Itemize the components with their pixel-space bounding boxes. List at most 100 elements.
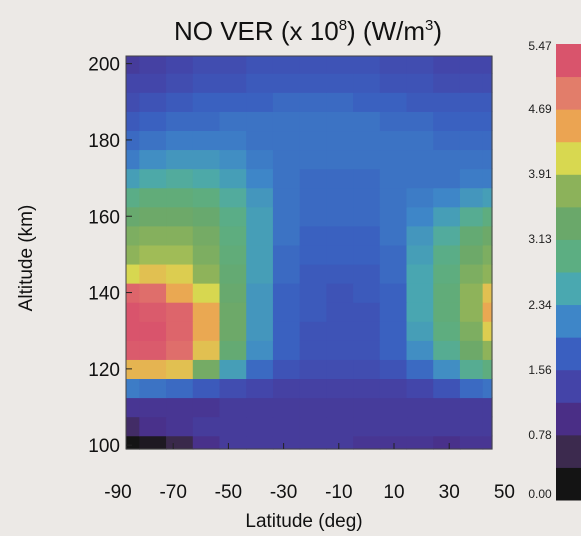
heatmap-cell: [459, 378, 484, 399]
chart-title-end: ): [433, 16, 442, 46]
heatmap-cell: [139, 263, 167, 284]
heatmap-cell: [353, 359, 381, 380]
heatmap-cell: [299, 378, 327, 399]
colorbar-tick-label: 3.91: [528, 167, 552, 181]
heatmap-layer: [126, 56, 493, 450]
heatmap-cell: [272, 263, 301, 284]
colorbar-segment: [556, 434, 581, 468]
colorbar-segment: [556, 272, 581, 306]
heatmap-cell: [219, 73, 247, 93]
heatmap-cell: [459, 168, 484, 189]
heatmap-cell: [192, 244, 221, 265]
heatmap-cell: [139, 149, 167, 170]
heatmap-cell: [139, 92, 167, 112]
colorbar-segment: [556, 76, 581, 110]
x-tick-label: 50: [494, 482, 515, 503]
heatmap-cell: [433, 130, 461, 151]
heatmap-cell: [482, 283, 493, 303]
heatmap-cell: [246, 302, 274, 322]
heatmap-cell: [459, 206, 484, 227]
heatmap-cell: [379, 187, 408, 208]
heatmap-cell: [192, 225, 221, 246]
heatmap-cell: [246, 359, 274, 380]
heatmap-cell: [406, 168, 434, 189]
heatmap-cell: [459, 130, 484, 151]
heatmap-cell: [326, 321, 354, 341]
y-tick-label: 200: [88, 55, 120, 76]
heatmap-cell: [379, 435, 408, 450]
heatmap-cell: [353, 321, 381, 341]
heatmap-cell: [219, 263, 247, 284]
heatmap-cell: [272, 73, 301, 93]
heatmap-cell: [139, 340, 167, 360]
heatmap-cell: [379, 130, 408, 151]
heatmap-cell: [272, 225, 301, 246]
colorbar-segment: [556, 44, 581, 78]
heatmap-cell: [482, 73, 493, 93]
heatmap-cell: [192, 378, 221, 399]
heatmap-cell: [126, 168, 140, 189]
heatmap-cell: [482, 56, 493, 74]
colorbar-labels: 0.00 0.78 1.56 2.34 3.13 3.91 4.69 5.47: [528, 39, 552, 501]
heatmap-cell: [272, 283, 301, 303]
heatmap-cell: [353, 397, 381, 418]
heatmap-cell: [139, 397, 167, 418]
heatmap-cell: [379, 92, 408, 112]
heatmap-cell: [379, 378, 408, 399]
heatmap-cell: [272, 206, 301, 227]
heatmap-cell: [433, 73, 461, 93]
heatmap-cell: [326, 187, 354, 208]
heatmap-cell: [459, 56, 484, 74]
heatmap-cell: [482, 149, 493, 170]
x-axis-ticks: -90 -70 -50 -30 -10 10 30 50: [104, 443, 515, 503]
heatmap-cell: [379, 73, 408, 93]
heatmap-cell: [459, 263, 484, 284]
heatmap-cell: [299, 92, 327, 112]
heatmap-cell: [219, 56, 247, 74]
heatmap-cell: [139, 168, 167, 189]
heatmap-cell: [406, 187, 434, 208]
heatmap-cell: [459, 397, 484, 418]
chart-title-superscript-1: 8: [339, 17, 347, 34]
heatmap-cell: [482, 168, 493, 189]
heatmap-cell: [482, 92, 493, 112]
x-tick-label: -50: [215, 482, 242, 503]
heatmap-cell: [433, 206, 461, 227]
y-axis-label: Altitude (km): [16, 205, 37, 312]
heatmap-cell: [326, 263, 354, 284]
heatmap-cell: [192, 111, 221, 132]
heatmap-cell: [353, 187, 381, 208]
heatmap-cell: [126, 263, 140, 284]
heatmap-cell: [326, 73, 354, 93]
colorbar: [556, 44, 581, 501]
heatmap-cell: [482, 263, 493, 284]
heatmap-cell: [299, 359, 327, 380]
heatmap-cell: [272, 378, 301, 399]
heatmap-cell: [459, 416, 484, 437]
heatmap-cell: [459, 187, 484, 208]
heatmap-cell: [139, 244, 167, 265]
heatmap-cell: [433, 321, 461, 341]
heatmap-cell: [482, 397, 493, 418]
heatmap-cell: [192, 92, 221, 112]
heatmap-cell: [299, 340, 327, 360]
heatmap-cell: [192, 416, 221, 437]
heatmap-cell: [353, 56, 381, 74]
heatmap-cell: [192, 73, 221, 93]
heatmap-cell: [299, 416, 327, 437]
heatmap-cell: [433, 149, 461, 170]
heatmap-cell: [433, 111, 461, 132]
heatmap-cell: [192, 206, 221, 227]
heatmap-cell: [139, 302, 167, 322]
heatmap-cell: [219, 111, 247, 132]
heatmap-cell: [406, 111, 434, 132]
y-tick-label: 100: [88, 436, 120, 457]
heatmap-cell: [433, 340, 461, 360]
heatmap-cell: [246, 283, 274, 303]
heatmap-cell: [482, 225, 493, 246]
heatmap-cell: [126, 416, 140, 437]
heatmap-cell: [379, 302, 408, 322]
heatmap-cell: [272, 187, 301, 208]
heatmap-cell: [166, 187, 194, 208]
heatmap-cell: [166, 321, 194, 341]
